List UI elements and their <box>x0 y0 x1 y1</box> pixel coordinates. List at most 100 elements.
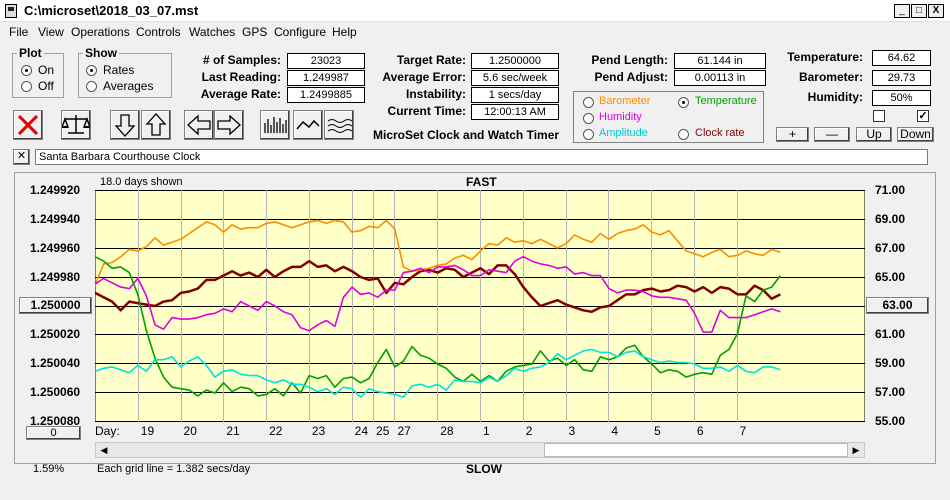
menu-help[interactable]: Help <box>332 25 357 39</box>
y-left-tick-label: 1.250040 <box>30 356 81 371</box>
x-tick-label: 4 <box>611 424 619 438</box>
show-group-title: Show <box>85 46 117 60</box>
title-bar: C:\microset\2018_03_07.mst _ □ X <box>0 0 950 22</box>
amplitude-radio[interactable] <box>583 129 594 140</box>
show-group: Show <box>78 46 172 98</box>
clear-name-button[interactable]: ✕ <box>13 149 30 165</box>
stop-button[interactable] <box>13 110 43 140</box>
window-title: C:\microset\2018_03_07.mst <box>24 3 199 18</box>
menu-operations[interactable]: Operations <box>71 25 130 39</box>
scale-up-button[interactable]: Up <box>856 127 892 142</box>
balance-button[interactable] <box>60 110 92 140</box>
barometer-channel-label: Barometer <box>599 95 651 107</box>
target-rate-label: Target Rate: <box>396 53 466 67</box>
scroll-left-button[interactable] <box>184 110 214 140</box>
current-time-value: 12:00:13 AM <box>471 104 559 120</box>
maximize-button[interactable]: □ <box>911 4 927 18</box>
barometer-radio[interactable] <box>583 97 594 108</box>
wave-view-button[interactable] <box>324 110 354 140</box>
x-tick-label: 1 <box>483 424 490 438</box>
right-center-value-button[interactable]: 63.00 <box>866 297 929 314</box>
series-line-amplitude <box>95 348 781 399</box>
left-center-value-button[interactable]: 1.250000 <box>19 297 92 314</box>
scroll-down-button[interactable] <box>110 110 140 140</box>
x-tick-label: 19 <box>140 424 155 438</box>
clock-name-field[interactable]: Santa Barbara Courthouse Clock <box>35 149 928 165</box>
y-right-tick-label: 71.00 <box>875 183 906 197</box>
scale-plus-button[interactable]: + <box>776 127 809 142</box>
x-tick-label: 28 <box>440 424 454 438</box>
samples-label: # of Samples: <box>202 53 281 67</box>
temperature-label: Temperature: <box>787 50 863 64</box>
x-tick-label: 24 <box>354 424 369 438</box>
show-rates-radio[interactable] <box>86 65 97 76</box>
last-reading-label: Last Reading: <box>201 70 281 84</box>
scroll-right-button[interactable] <box>214 110 244 140</box>
x-tick-label: 22 <box>269 424 283 438</box>
app-title: MicroSet Clock and Watch Timer <box>373 128 560 142</box>
average-rate-value: 1.2499885 <box>287 87 365 103</box>
y-right-tick-label: 65.00 <box>875 269 906 284</box>
y-right-tick-label: 67.00 <box>875 240 906 255</box>
horizontal-scrollbar[interactable]: ◀ ▶ <box>95 442 865 458</box>
x-tick-label: 3 <box>568 424 576 438</box>
wave-icon <box>327 119 353 133</box>
x-tick-label: 27 <box>397 424 411 438</box>
y-right-tick-label: 61.00 <box>875 327 906 342</box>
balance-icon <box>60 115 92 134</box>
show-averages-radio[interactable] <box>86 81 97 92</box>
fast-label: FAST <box>466 175 497 189</box>
barometer-value: 29.73 <box>872 70 931 86</box>
menu-configure[interactable]: Configure <box>274 25 327 39</box>
line-view-button[interactable] <box>293 110 323 140</box>
arrow-up-icon <box>145 113 167 136</box>
barometer-label: Barometer: <box>798 70 863 84</box>
option-checkbox-1[interactable] <box>873 110 885 122</box>
bottom-left-value-button[interactable]: 0 <box>26 426 81 440</box>
clock-rate-radio[interactable] <box>678 129 689 140</box>
samples-value: 23023 <box>287 53 365 69</box>
menu-view[interactable]: View <box>38 25 64 39</box>
average-error-label: Average Error: <box>382 70 466 84</box>
humidity-radio[interactable] <box>583 113 594 124</box>
slow-label: SLOW <box>466 462 502 476</box>
scroll-up-button[interactable] <box>141 110 171 140</box>
scrollbar-thumb[interactable] <box>544 443 848 457</box>
pend-length-label: Pend Length: <box>591 53 668 67</box>
y-left-tick-label: 1.249920 <box>30 183 81 197</box>
series-line-clock-rate <box>95 259 781 314</box>
menu-file[interactable]: File <box>9 25 29 39</box>
x-tick-label: 2 <box>525 424 533 438</box>
arrow-right-icon <box>217 114 241 136</box>
bar-view-button[interactable] <box>260 110 290 140</box>
show-averages-label: Averages <box>103 79 154 93</box>
temperature-radio[interactable] <box>678 97 689 108</box>
option-checkbox-2[interactable]: ✓ <box>917 110 929 122</box>
y-left-tick-label: 1.250020 <box>30 327 81 342</box>
scale-down-button[interactable]: Down <box>897 127 934 142</box>
menu-watches[interactable]: Watches <box>189 25 236 39</box>
temperature-value: 64.62 <box>872 50 931 66</box>
average-rate-label: Average Rate: <box>200 87 281 101</box>
plot-off-radio[interactable] <box>21 81 32 92</box>
app-icon <box>5 4 17 18</box>
menu-controls[interactable]: Controls <box>136 25 181 39</box>
y-right-tick-label: 55.00 <box>875 414 906 428</box>
chart-plot-area <box>95 190 865 422</box>
scroll-right-arrow-icon[interactable]: ▶ <box>852 445 860 455</box>
scroll-left-arrow-icon[interactable]: ◀ <box>100 445 108 455</box>
last-reading-value: 1.249987 <box>287 70 365 86</box>
temperature-channel-label: Temperature <box>695 95 757 107</box>
menu-gps[interactable]: GPS <box>242 25 268 39</box>
minimize-button[interactable]: _ <box>894 4 910 18</box>
day-axis-label: Day: <box>95 424 120 438</box>
stop-x-icon <box>17 114 39 136</box>
series-line-barometer <box>95 219 781 286</box>
x-tick-label: 25 <box>376 424 390 438</box>
close-button[interactable]: X <box>928 4 944 18</box>
grid-note: Each grid line = 1.382 secs/day <box>97 463 251 475</box>
scale-minus-button[interactable]: — <box>814 127 850 142</box>
plot-on-radio[interactable] <box>21 65 32 76</box>
plot-off-label: Off <box>38 79 54 93</box>
menu-bar: File View Operations Controls Watches GP… <box>0 22 950 42</box>
